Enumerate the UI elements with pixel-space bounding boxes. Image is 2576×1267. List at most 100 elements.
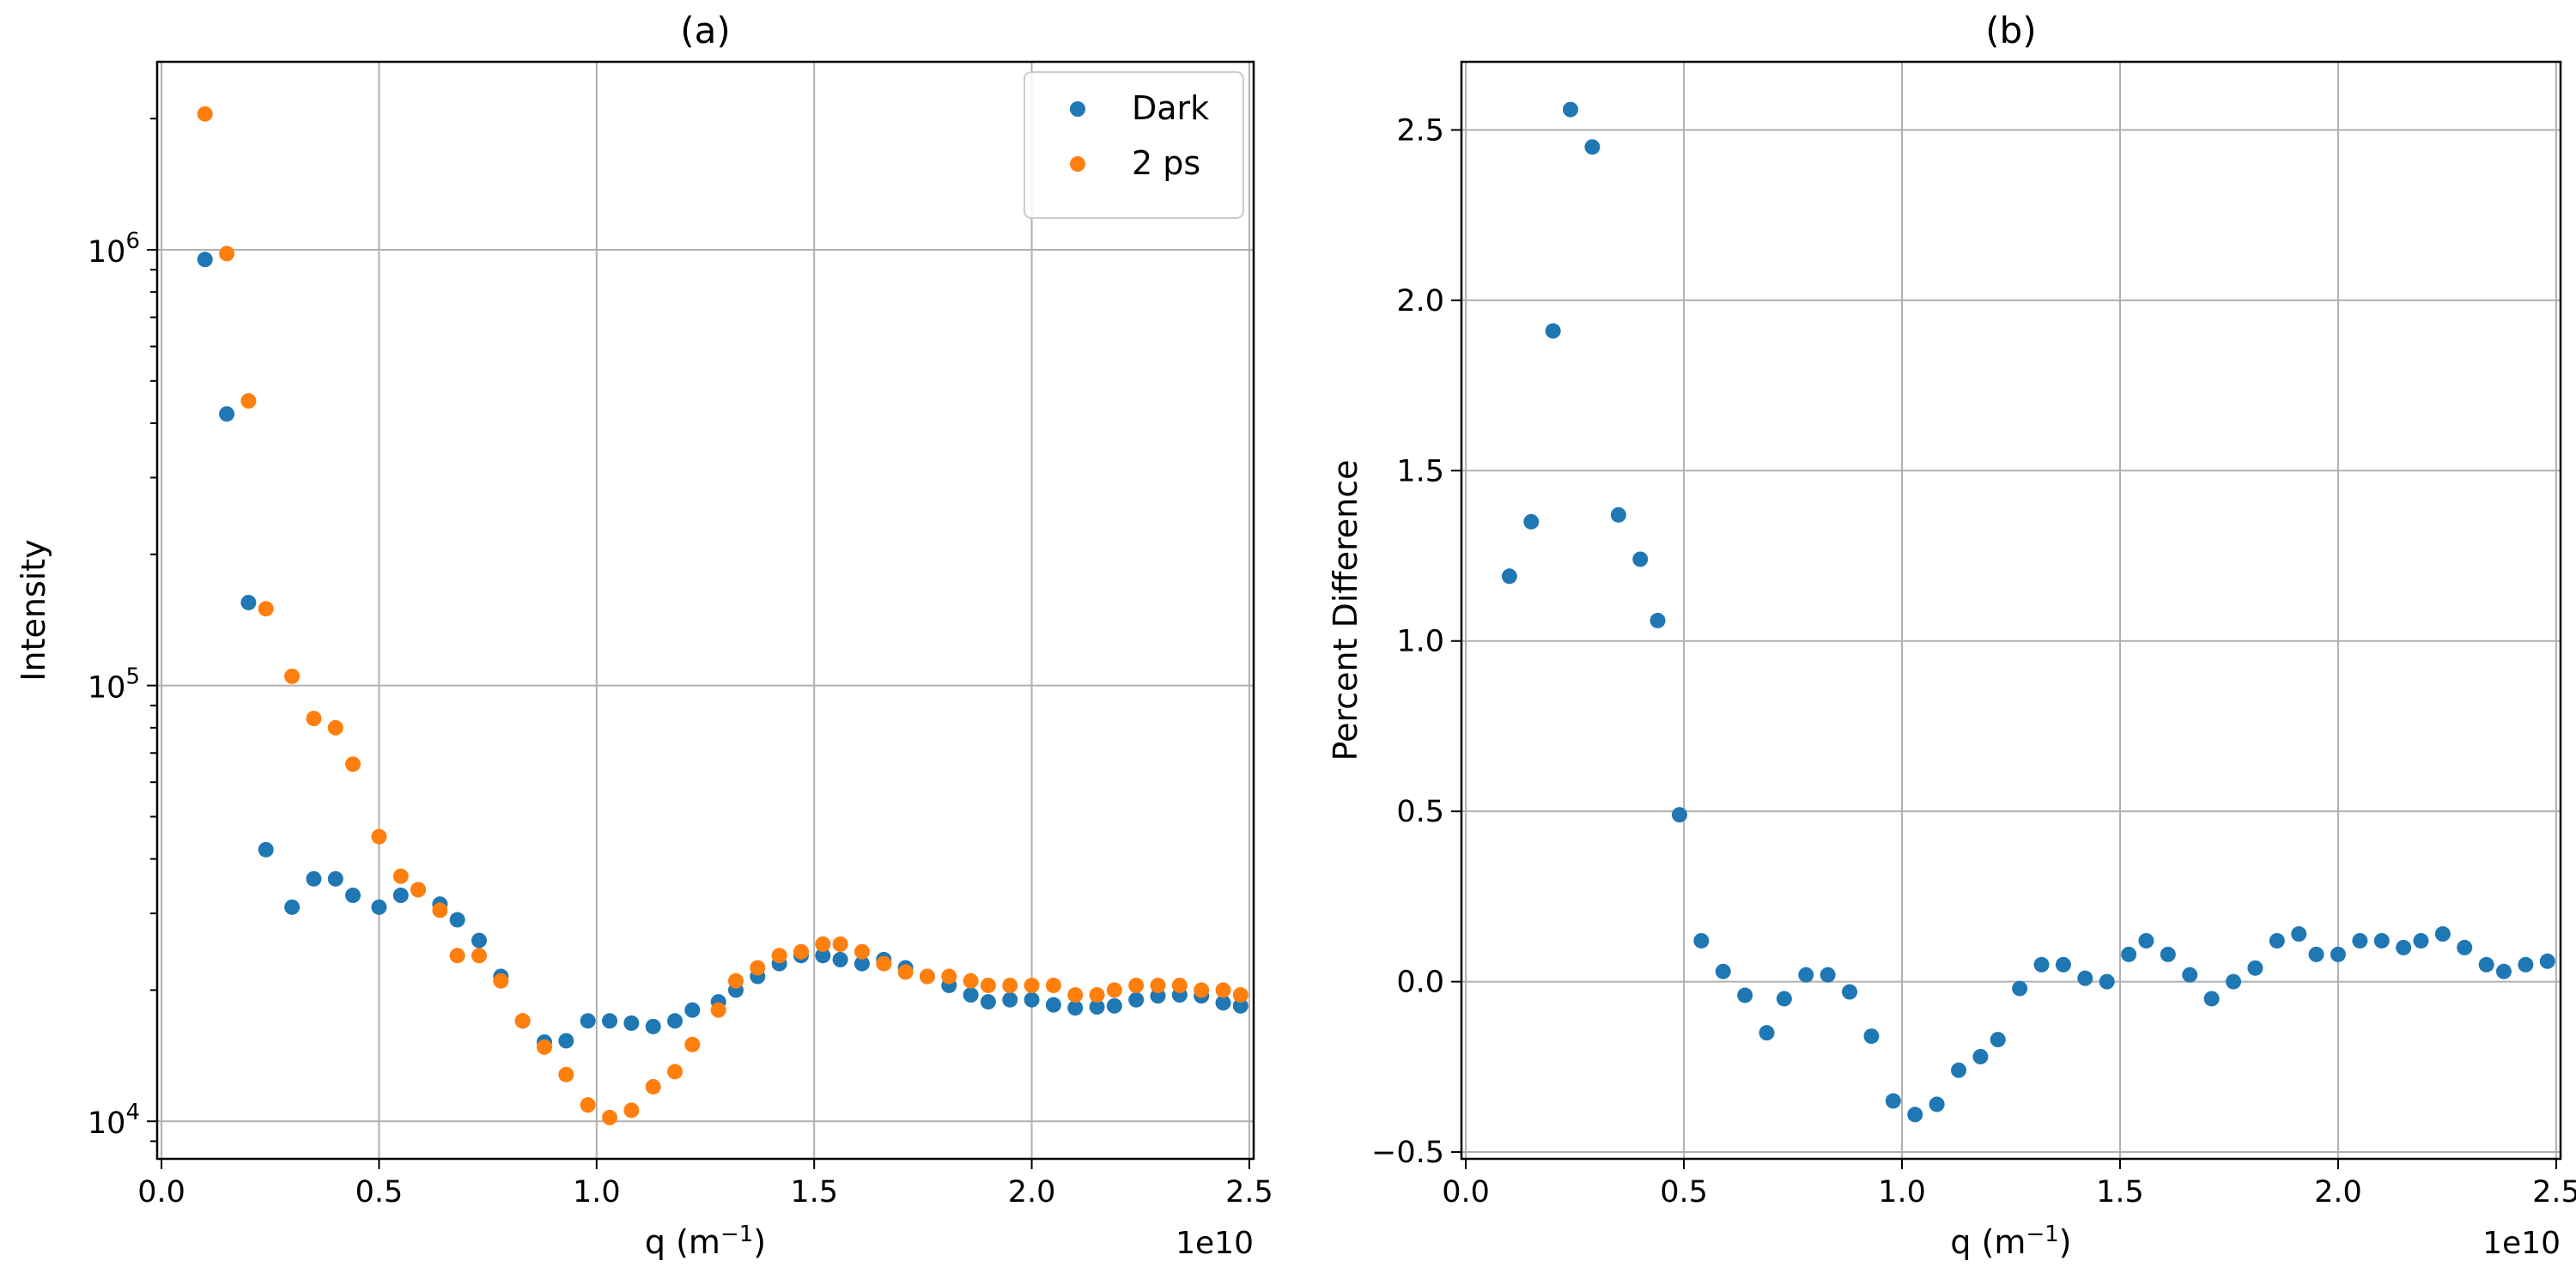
data-point xyxy=(2373,932,2390,949)
data-point xyxy=(197,252,213,268)
data-point xyxy=(897,964,914,980)
legend-marker xyxy=(1070,156,1085,172)
x-tick-label: 0.0 xyxy=(137,1175,185,1209)
data-point xyxy=(1215,982,1231,998)
x-tick-label: 2.0 xyxy=(1008,1175,1056,1209)
data-point xyxy=(2539,953,2555,969)
x-tick-label: 0.5 xyxy=(1660,1175,1708,1209)
data-point xyxy=(2247,960,2263,976)
data-point xyxy=(1798,967,1814,983)
data-point xyxy=(771,948,787,964)
data-point xyxy=(1820,967,1836,983)
data-point xyxy=(1045,977,1061,993)
x-tick-label: 1.5 xyxy=(2096,1175,2144,1209)
data-point xyxy=(2055,956,2071,973)
x-axis-label-text: q (m xyxy=(645,1223,720,1261)
data-point xyxy=(432,902,448,918)
x-axis-label-sup: −1 xyxy=(2026,1222,2058,1247)
legend-label: Dark xyxy=(1132,89,1209,127)
data-point xyxy=(1232,987,1249,1003)
x-axis-label-text: q (m xyxy=(1950,1223,2026,1261)
data-point xyxy=(410,882,427,898)
data-point xyxy=(1232,997,1249,1014)
data-point xyxy=(197,106,213,122)
data-point xyxy=(1610,506,1626,523)
data-point xyxy=(580,1097,596,1113)
data-point xyxy=(1150,977,1166,993)
data-point xyxy=(345,756,361,773)
y-axis-label: Percent Difference xyxy=(1327,460,1364,761)
data-point xyxy=(815,948,831,964)
data-point xyxy=(2352,932,2368,949)
data-point xyxy=(645,1079,661,1095)
data-point xyxy=(240,393,257,409)
data-point xyxy=(1194,982,1210,998)
axes-frame xyxy=(155,60,1255,1161)
data-point xyxy=(258,601,274,617)
data-point xyxy=(854,943,870,960)
data-point xyxy=(1863,1028,1880,1045)
data-point xyxy=(2291,926,2307,943)
data-point xyxy=(449,912,465,928)
data-point xyxy=(832,951,848,967)
data-point xyxy=(1002,977,1018,993)
x-offset-label: 1e10 xyxy=(2482,1226,2561,1261)
data-point xyxy=(710,1002,726,1018)
y-tick-label: 104 xyxy=(88,1100,140,1141)
data-point xyxy=(667,1013,683,1029)
data-point xyxy=(2330,946,2346,962)
data-point xyxy=(558,1033,574,1049)
data-point xyxy=(537,1039,553,1055)
legend-marker xyxy=(1070,101,1085,117)
data-point xyxy=(327,870,343,887)
data-point xyxy=(980,977,996,993)
data-point xyxy=(2269,932,2285,949)
data-point xyxy=(602,1109,618,1125)
data-point xyxy=(815,936,831,952)
data-point xyxy=(392,868,409,884)
data-point xyxy=(493,973,509,989)
legend: Dark 2 ps xyxy=(1024,71,1244,219)
data-point xyxy=(219,246,235,262)
series-2-ps xyxy=(197,106,1249,1125)
x-tick-label: 2.0 xyxy=(2314,1175,2362,1209)
y-tick-exponent: 6 xyxy=(125,228,140,254)
x-axis-label-sup: −1 xyxy=(720,1222,753,1247)
data-point xyxy=(258,841,274,858)
x-axis-label-close: ) xyxy=(753,1223,766,1261)
x-tick-label: 1.0 xyxy=(1878,1175,1926,1209)
data-point xyxy=(645,1018,661,1034)
data-point xyxy=(2396,939,2412,955)
data-point xyxy=(1106,982,1122,998)
data-point xyxy=(1215,995,1231,1011)
data-point xyxy=(1951,1062,1967,1078)
data-point xyxy=(1885,1093,1901,1109)
data-point xyxy=(2308,946,2324,962)
y-tick-label: 0.5 xyxy=(1396,795,1444,829)
data-point xyxy=(1089,987,1105,1003)
data-point xyxy=(1693,932,1710,949)
data-point xyxy=(1842,984,1858,1000)
data-point xyxy=(2478,956,2494,973)
legend-label: 2 ps xyxy=(1132,144,1200,182)
data-point xyxy=(2182,967,2198,983)
x-tick-label: 0.5 xyxy=(355,1175,404,1209)
data-point xyxy=(2434,926,2451,943)
y-tick-base: 10 xyxy=(88,671,126,706)
y-tick-exponent: 5 xyxy=(125,664,140,690)
data-point xyxy=(2160,946,2176,962)
chart-title: (b) xyxy=(1985,9,2036,52)
data-point xyxy=(919,968,935,985)
data-point xyxy=(2012,980,2028,997)
data-point xyxy=(667,1064,683,1080)
data-point xyxy=(623,1102,640,1118)
x-tick-label: 1.0 xyxy=(573,1175,621,1209)
data-point xyxy=(306,711,322,727)
data-point xyxy=(371,899,387,915)
data-point xyxy=(1523,513,1540,530)
data-point xyxy=(284,668,301,684)
data-point xyxy=(1045,997,1061,1013)
data-point xyxy=(832,936,848,952)
data-point xyxy=(1776,991,1792,1007)
data-point xyxy=(580,1013,596,1029)
